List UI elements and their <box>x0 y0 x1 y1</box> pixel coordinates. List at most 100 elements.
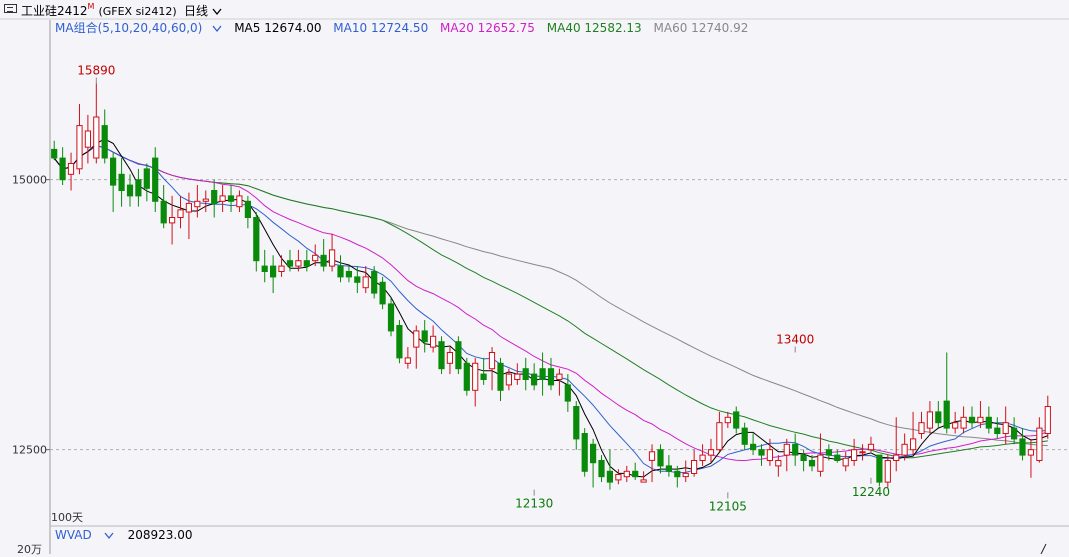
candle-down <box>657 449 664 467</box>
candle-up <box>817 454 824 472</box>
candle-up <box>918 422 925 435</box>
candle-down <box>834 454 841 462</box>
candle-up <box>707 449 715 456</box>
y-tick-label: 15000 <box>12 174 47 187</box>
candle-down <box>750 443 757 451</box>
candle-down <box>270 265 277 278</box>
candle-up <box>430 335 437 348</box>
candle-down <box>211 190 218 204</box>
price-annotation: 12105 <box>709 499 747 513</box>
candle-up <box>185 202 193 213</box>
price-annotation: 13400 <box>776 332 814 346</box>
volume-legend: WVAD 208923.00 <box>55 528 203 542</box>
candle-down <box>244 200 252 219</box>
candle-up <box>505 373 512 386</box>
range-label: 100天 <box>51 511 83 524</box>
candle-down <box>286 260 294 267</box>
candle-up <box>1036 427 1043 462</box>
candle-down <box>590 443 597 464</box>
chart-window-icon[interactable] <box>4 4 17 13</box>
candle-down <box>531 373 538 386</box>
candle-down <box>143 168 150 189</box>
ma40-line <box>53 145 1048 459</box>
indicator-selector[interactable]: WVAD <box>55 528 114 542</box>
candle-up <box>446 352 453 364</box>
candle-down <box>387 303 395 332</box>
candle-down <box>808 460 816 467</box>
price-annotation: 12240 <box>852 485 890 499</box>
candle-down <box>547 368 555 386</box>
indicator-line <box>1040 543 1047 554</box>
candle-up <box>716 422 723 451</box>
candle-up <box>1044 406 1051 434</box>
candle-up <box>893 454 900 462</box>
candle-up <box>514 373 521 381</box>
candle-down <box>421 330 428 343</box>
candle-down <box>371 271 378 294</box>
candle-down <box>118 173 125 192</box>
candle-down <box>110 157 117 186</box>
candle-up <box>699 454 706 462</box>
candle-down <box>438 341 445 370</box>
candle-down <box>320 254 327 267</box>
period-selector[interactable]: 日线 <box>184 2 222 19</box>
candle-up <box>219 195 226 202</box>
candle-up <box>775 460 782 467</box>
candle-up <box>960 416 967 429</box>
candle-up <box>93 116 100 159</box>
candle-up <box>884 460 891 483</box>
ma5-line <box>53 138 1048 478</box>
candle-up <box>404 357 411 364</box>
candle-up <box>851 449 858 462</box>
candle-down <box>792 443 799 456</box>
ma40-value: MA40 12582.13 <box>546 21 642 35</box>
candle-up <box>783 443 790 456</box>
candle-up <box>901 443 908 456</box>
candle-down <box>337 265 344 278</box>
candle-down <box>101 125 108 159</box>
ma-group-selector[interactable]: MA组合(5,10,20,40,60,0) <box>55 21 222 35</box>
candle-down <box>606 470 613 483</box>
price-annotation: 15890 <box>77 64 115 78</box>
indicator-name: WVAD <box>55 528 92 542</box>
ma60-value: MA60 12740.92 <box>653 21 749 35</box>
candle-down <box>935 411 942 424</box>
candle-down <box>632 470 639 478</box>
candle-down <box>152 157 159 202</box>
ma60-line <box>53 145 1048 447</box>
instrument-name: 工业硅2412 <box>21 4 88 18</box>
candle-up <box>362 276 369 289</box>
candle-up <box>867 443 875 451</box>
candle-up <box>202 198 209 202</box>
candle-up <box>312 254 319 262</box>
candle-down <box>674 470 681 478</box>
candle-down <box>943 400 950 429</box>
candle-up <box>682 472 689 478</box>
candle-up <box>623 470 630 478</box>
candle-up <box>952 422 959 429</box>
candle-down <box>396 325 403 359</box>
candle-up <box>295 260 302 267</box>
candle-up <box>413 330 420 348</box>
candle-up <box>236 195 243 208</box>
candle-up <box>691 460 698 474</box>
candle-down <box>994 427 1001 435</box>
candle-up <box>556 373 563 381</box>
candle-down <box>51 148 58 159</box>
candle-down <box>59 157 66 181</box>
ma20-value: MA20 12652.75 <box>440 21 535 35</box>
candle-down <box>968 416 976 424</box>
candle-down <box>455 341 462 370</box>
candle-down <box>564 384 571 402</box>
candle-down <box>825 449 832 456</box>
candle-up <box>766 449 773 462</box>
candle-down <box>758 449 765 456</box>
chevron-down-icon <box>212 8 222 15</box>
ma10-line <box>53 145 1048 474</box>
y-tick-label: 12500 <box>12 444 47 457</box>
candle-down <box>126 184 134 197</box>
candle-up <box>640 479 647 483</box>
toolbar: 工业硅2412M (GFEX si2412) 日线 <box>0 0 1069 19</box>
candle-down <box>480 373 487 381</box>
